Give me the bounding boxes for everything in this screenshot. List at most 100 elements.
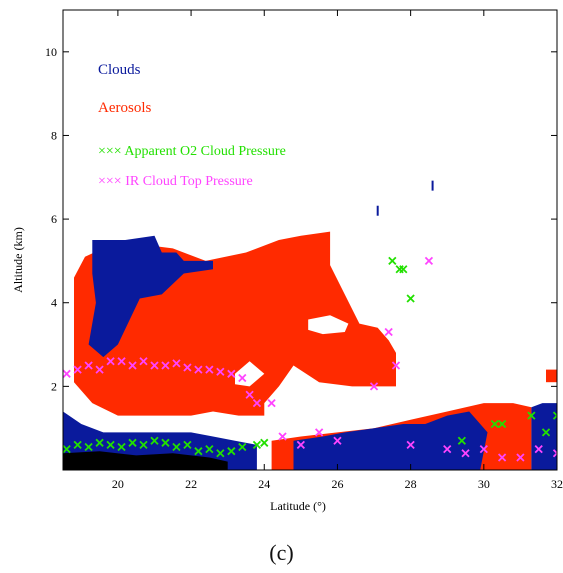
- ir-pressure-point-stroke-b: [95, 365, 104, 374]
- figure-caption: (c): [269, 540, 294, 565]
- x-tick-label: 22: [185, 477, 197, 491]
- o2-pressure-point-stroke-b: [205, 444, 214, 454]
- ir-pressure-point-stroke-b: [479, 444, 488, 454]
- ir-pressure-point-stroke-b: [194, 365, 203, 374]
- o2-pressure-point-stroke-b: [252, 440, 262, 450]
- cloud-region-right: [531, 403, 557, 470]
- ir-pressure-point: [296, 440, 305, 450]
- o2-pressure-point-stroke-b: [399, 265, 408, 274]
- o2-pressure-point-stroke-b: [73, 440, 82, 450]
- o2-pressure-point-stroke-b: [194, 447, 203, 456]
- ir-pressure-point: [194, 365, 203, 374]
- x-tick-label: 32: [551, 477, 563, 491]
- ir-pressure-point: [161, 361, 170, 370]
- ir-pressure-point: [391, 361, 401, 370]
- ir-pressure-point: [245, 390, 254, 399]
- ir-pressure-point: [117, 357, 126, 366]
- o2-pressure-point: [161, 438, 170, 447]
- o2-pressure-point-stroke-a: [552, 411, 557, 417]
- aerosol-gap-2: [235, 361, 265, 387]
- legend-label: IR Cloud Top Pressure: [125, 174, 252, 189]
- o2-pressure-point: [457, 436, 466, 445]
- ir-pressure-point: [267, 398, 276, 408]
- ir-pressure-point: [315, 428, 324, 437]
- ir-pressure-point-stroke-b: [106, 357, 115, 366]
- o2-pressure-point: [63, 444, 71, 454]
- ir-pressure-point: [406, 440, 415, 450]
- x-axis-label: Latitude (°): [270, 499, 326, 513]
- o2-pressure-point-stroke-b: [457, 436, 466, 445]
- o2-pressure-point-stroke-b: [150, 436, 159, 445]
- o2-pressure-point: [541, 428, 551, 437]
- o2-pressure-point-stroke-b: [161, 438, 170, 447]
- ir-pressure-point-stroke-b: [205, 365, 214, 374]
- ir-pressure-point: [128, 361, 137, 370]
- x-tick-label: 28: [405, 477, 417, 491]
- ir-pressure-point-stroke-b: [172, 359, 181, 368]
- ir-pressure-point: [384, 327, 393, 337]
- ir-pressure-point: [150, 361, 159, 370]
- ir-pressure-point: [369, 382, 379, 391]
- ir-pressure-point-stroke-b: [227, 369, 236, 378]
- o2-pressure-point-stroke-b: [183, 440, 192, 450]
- ir-pressure-point-stroke-b: [296, 440, 305, 450]
- x-tick-label: 24: [258, 477, 270, 491]
- o2-pressure-point: [399, 265, 408, 274]
- ir-pressure-point: [278, 432, 287, 441]
- ir-pressure-point: [252, 398, 262, 408]
- ir-pressure-point-stroke-b: [183, 363, 192, 372]
- ir-pressure-point-stroke-b: [139, 357, 148, 366]
- ir-pressure-point: [516, 453, 525, 462]
- o2-pressure-point-stroke-b: [117, 442, 126, 452]
- x-tick-label: 30: [478, 477, 490, 491]
- ir-pressure-point-stroke-b: [128, 361, 137, 370]
- legend-entry-3: ××× Apparent O2 Cloud Pressure: [98, 144, 286, 159]
- o2-pressure-point: [117, 442, 126, 452]
- o2-pressure-point: [252, 440, 262, 450]
- ir-pressure-point: [95, 365, 104, 374]
- aerosol-gap-1: [308, 315, 349, 335]
- ir-pressure-point-stroke-b: [424, 256, 434, 266]
- o2-pressure-point: [172, 442, 181, 452]
- o2-pressure-point-stroke-b: [541, 428, 551, 437]
- ir-pressure-point: [333, 436, 342, 445]
- o2-pressure-point: [106, 440, 115, 450]
- o2-pressure-point: [73, 440, 82, 450]
- plot-area: [63, 180, 557, 470]
- o2-pressure-point: [205, 444, 214, 454]
- y-tick-label: 10: [45, 45, 57, 59]
- ir-pressure-point: [479, 444, 488, 454]
- o2-pressure-point: [128, 438, 137, 447]
- ir-pressure-point-stroke-b: [516, 453, 525, 462]
- o2-pressure-point-stroke-b: [139, 440, 148, 450]
- ir-pressure-point-stroke-b: [161, 361, 170, 370]
- o2-pressure-point-stroke-b: [552, 414, 557, 420]
- o2-pressure-point-stroke-b: [84, 442, 93, 452]
- ir-pressure-point-stroke-b: [391, 361, 401, 370]
- o2-pressure-point-stroke-b: [388, 256, 397, 266]
- o2-pressure-point: [490, 419, 499, 429]
- ir-pressure-point: [63, 369, 71, 378]
- ir-pressure-point: [534, 444, 543, 454]
- ir-pressure-point: [73, 365, 82, 374]
- o2-pressure-point: [95, 438, 104, 447]
- o2-pressure-point-stroke-b: [128, 438, 137, 447]
- legend-entry-4: ××× IR Cloud Top Pressure: [98, 174, 253, 189]
- ir-pressure-point-stroke-b: [84, 361, 93, 370]
- o2-pressure-point: [216, 449, 225, 458]
- o2-pressure-point: [527, 411, 536, 420]
- legend: Clouds Aerosols ××× Apparent O2 Cloud Pres…: [98, 62, 286, 189]
- ir-pressure-point-stroke-b: [461, 449, 470, 458]
- ir-pressure-point-stroke-b: [252, 398, 262, 408]
- ir-pressure-point: [216, 367, 225, 376]
- ir-pressure-point: [497, 453, 507, 462]
- ir-pressure-point-stroke-b: [384, 327, 393, 337]
- ir-pressure-point: [461, 449, 470, 458]
- o2-pressure-point: [260, 438, 269, 447]
- ir-pressure-point-stroke-b: [443, 444, 452, 454]
- legend-label: Apparent O2 Cloud Pressure: [124, 144, 285, 159]
- ir-pressure-point-stroke-b: [406, 440, 415, 450]
- ir-pressure-point-stroke-b: [369, 382, 379, 391]
- ir-pressure-point: [238, 373, 247, 383]
